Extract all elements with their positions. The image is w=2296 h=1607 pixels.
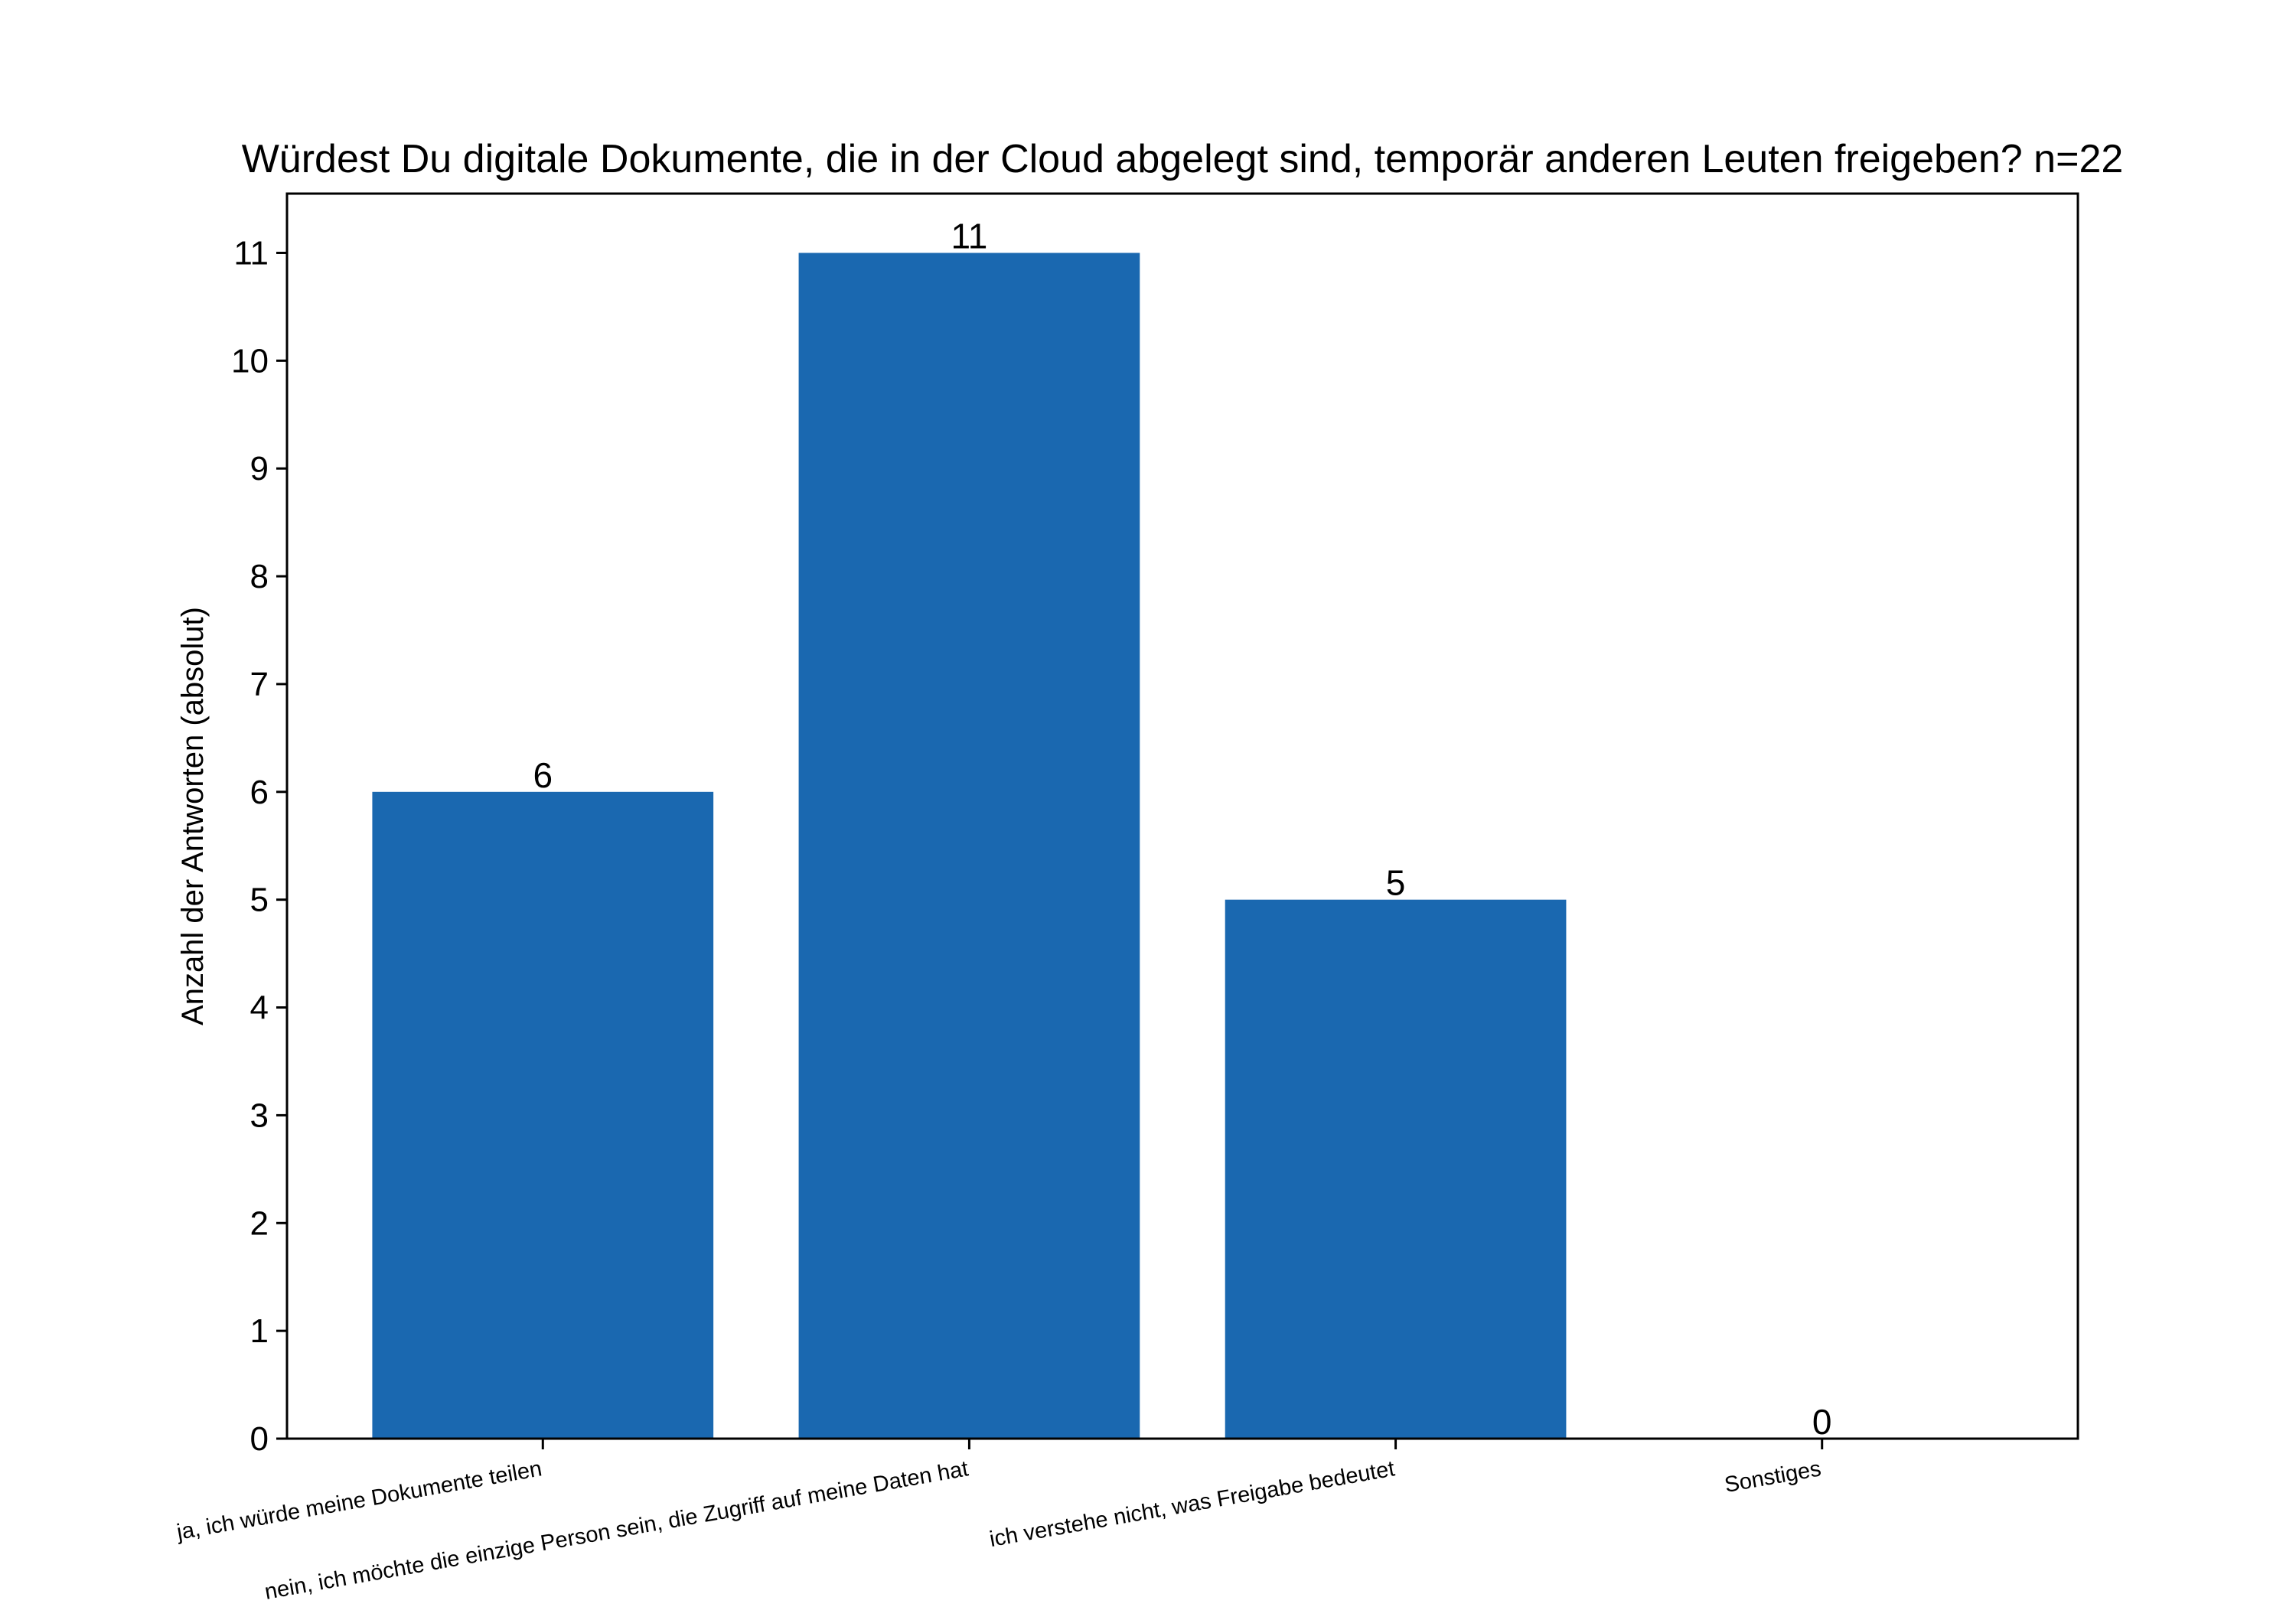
y-tick-label: 4 [250,989,269,1027]
y-tick-label: 11 [233,234,269,272]
bar-2 [798,253,1140,1439]
y-tick-label: 5 [250,882,269,919]
y-tick-label: 3 [250,1097,269,1134]
data-label-2: 11 [951,216,988,256]
y-tick-label: 9 [250,450,269,487]
plot-frame [285,192,2079,1440]
bar-1 [372,791,714,1439]
y-tick-label: 0 [250,1420,269,1458]
bars-layer [372,253,1567,1439]
y-tick-label: 1 [250,1312,269,1350]
y-axis-label: Anzahl der Antworten (absolut) [176,607,210,1025]
y-tick-label: 10 [231,342,269,380]
x-tick-label: ja, ich würde meine Dokumente teilen [174,1456,544,1545]
y-ticks-layer: 0 1 2 3 4 5 6 7 8 9 10 11 [231,234,287,1458]
data-label-4: 0 [1812,1402,1832,1442]
y-tick-label: 8 [250,558,269,595]
y-tick-label: 7 [250,666,269,703]
bar-3 [1225,899,1567,1439]
data-label-1: 6 [533,755,553,795]
chart-title: Würdest Du digitale Dokumente, die in de… [242,137,2124,181]
y-tick-label: 2 [250,1204,269,1242]
data-label-3: 5 [1386,863,1406,903]
x-tick-label: Sonstiges [1723,1456,1823,1498]
data-labels-layer: 6 11 5 0 [533,216,1831,1442]
x-ticks-layer: ja, ich würde meine Dokumente teilennein… [174,1439,1824,1605]
x-tick-label: ich verstehe nicht, was Freigabe bedeute… [988,1456,1397,1552]
x-tick-label: nein, ich möchte die einzige Person sein… [263,1456,970,1605]
y-tick-label: 6 [250,774,269,811]
